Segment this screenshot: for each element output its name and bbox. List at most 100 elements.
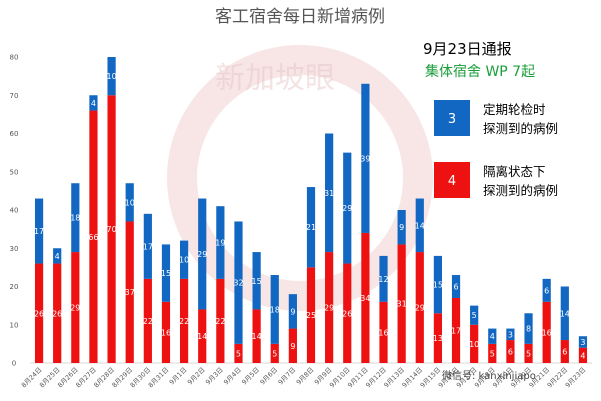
bar-routine-19: [361, 83, 370, 233]
legend-blue-number: 3: [448, 112, 456, 127]
bar-routine-7: [143, 213, 152, 279]
annotation-date: 9月23日通报: [423, 40, 512, 58]
bar-isolated-27: [506, 340, 515, 363]
bar-label-isolated-26: 5: [490, 349, 495, 358]
bar-isolated-8: [161, 301, 171, 363]
bar-isolated-29: [542, 301, 551, 363]
legend-swatch-red: [434, 162, 470, 198]
bar-label-routine-24: 6: [453, 283, 458, 292]
bar-label-routine-21: 9: [399, 223, 404, 232]
bar-label-routine-19: 39: [360, 154, 370, 163]
bar-routine-11: [216, 206, 225, 279]
y-tick-label: 60: [10, 130, 19, 138]
bar-isolated-3: [71, 252, 80, 363]
bar-isolated-6: [125, 221, 134, 363]
bar-routine-4: [89, 95, 98, 111]
bar-label-isolated-12: 5: [236, 349, 241, 358]
bar-routine-22: [415, 198, 424, 253]
y-tick-label: 20: [10, 283, 19, 291]
bar-label-isolated-31: 4: [580, 351, 585, 360]
bar-label-routine-10: 29: [197, 250, 207, 259]
legend: 3 定期轮检时 探测到的病例 4 隔离状态下 探测到的病例: [434, 100, 558, 198]
bar-isolated-2: [53, 263, 62, 363]
y-tick-label: 70: [10, 92, 19, 100]
legend-red-line1: 隔离状态下: [483, 164, 546, 179]
x-tick-label: 9月5日: [240, 366, 261, 387]
bar-label-routine-9: 10: [179, 256, 189, 265]
bar-label-routine-4: 4: [91, 99, 96, 108]
x-tick-label: 9月2日: [186, 366, 207, 387]
legend-swatch-blue: [434, 100, 470, 136]
bar-label-isolated-10: 14: [197, 332, 207, 341]
bar-routine-1: [34, 198, 44, 264]
bar-label-routine-13: 15: [252, 277, 262, 286]
bar-label-routine-5: 10: [106, 72, 116, 81]
bar-label-routine-7: 17: [143, 242, 153, 251]
x-tick-label: 8月31日: [147, 366, 171, 390]
bar-label-isolated-16: 25: [306, 311, 316, 320]
bar-isolated-13: [252, 309, 261, 363]
bar-routine-16: [306, 187, 316, 268]
bar-label-routine-31: 3: [580, 338, 585, 347]
bar-isolated-31: [578, 347, 588, 363]
bar-label-routine-6: 10: [125, 198, 135, 207]
bar-label-routine-8: 15: [161, 269, 171, 278]
bar-routine-6: [125, 183, 134, 222]
bar-label-isolated-20: 16: [378, 328, 388, 337]
bar-label-routine-14: 18: [270, 305, 280, 314]
bar-label-isolated-4: 66: [88, 233, 98, 242]
bar-label-isolated-2: 26: [52, 309, 62, 318]
bar-isolated-12: [234, 343, 243, 363]
bar-label-isolated-6: 37: [125, 288, 135, 297]
bar-isolated-23: [433, 313, 443, 363]
y-tick-label: 50: [10, 168, 19, 176]
watermark-ring: [167, 45, 433, 311]
bar-label-routine-23: 15: [433, 281, 443, 290]
bar-isolated-25: [470, 324, 479, 363]
y-tick-label: 30: [10, 245, 19, 253]
x-tick-label: 9月7日: [277, 366, 298, 387]
bar-routine-10: [198, 198, 207, 310]
bar-label-isolated-15: 9: [290, 342, 295, 351]
bar-label-isolated-30: 6: [562, 348, 567, 357]
bar-label-isolated-7: 22: [143, 317, 153, 326]
x-tick-label: 9月8日: [295, 366, 316, 387]
bar-label-routine-1: 17: [34, 227, 44, 236]
bar-routine-20: [379, 255, 388, 302]
bar-label-routine-2: 4: [55, 252, 60, 261]
bar-label-isolated-22: 29: [415, 304, 425, 313]
bar-isolated-22: [415, 252, 424, 363]
bar-routine-3: [71, 183, 80, 253]
bar-label-routine-30: 14: [560, 309, 570, 318]
y-tick-label: 0: [12, 360, 16, 368]
bar-routine-30: [560, 286, 569, 341]
bar-label-routine-3: 18: [70, 214, 80, 223]
bar-label-isolated-27: 6: [508, 348, 513, 357]
bar-isolated-11: [216, 278, 225, 363]
bar-routine-29: [542, 278, 551, 302]
bar-isolated-16: [306, 267, 316, 363]
wechat-watermark: 微信号: kanxinjiapo: [442, 369, 536, 382]
bar-label-isolated-25: 10: [469, 340, 479, 349]
bar-isolated-4: [89, 110, 98, 363]
bar-routine-14: [270, 275, 279, 344]
bar-isolated-14: [270, 343, 279, 363]
x-tick-label: 9月3日: [204, 366, 225, 387]
bar-isolated-19: [361, 232, 370, 363]
bar-label-isolated-17: 29: [324, 304, 334, 313]
bar-isolated-24: [451, 297, 461, 363]
bar-routine-15: [288, 294, 297, 329]
bar-label-isolated-9: 22: [179, 317, 189, 326]
bar-routine-28: [524, 313, 533, 344]
bar-label-routine-11: 19: [215, 239, 225, 248]
legend-blue-line1: 定期轮检时: [483, 102, 546, 117]
bar-label-routine-29: 6: [544, 286, 549, 295]
bar-isolated-7: [143, 278, 152, 363]
bar-routine-9: [179, 240, 189, 279]
bar-label-isolated-5: 70: [106, 225, 116, 234]
bar-routine-26: [488, 328, 497, 344]
watermark-logo-text: 新加坡眼: [215, 61, 335, 96]
bar-isolated-9: [179, 278, 189, 363]
bar-label-routine-20: 12: [378, 275, 388, 284]
